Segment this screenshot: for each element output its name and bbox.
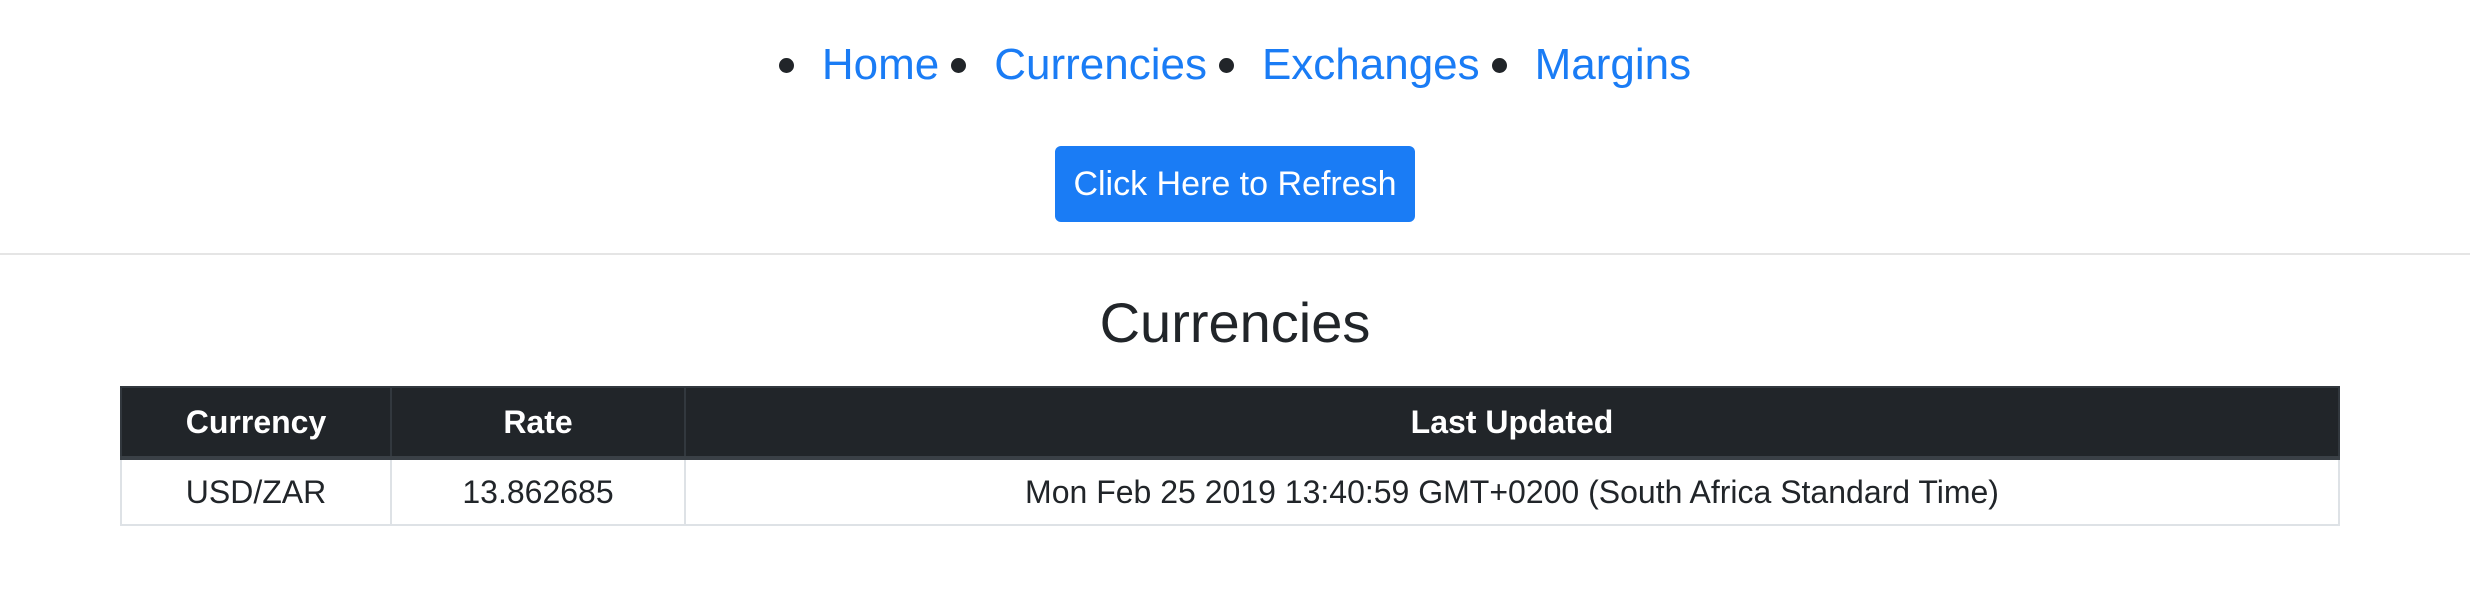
bullet-icon <box>1491 57 1507 73</box>
cell-currency: USD/ZAR <box>120 457 392 526</box>
table-row: USD/ZAR 13.862685 Mon Feb 25 2019 13:40:… <box>120 457 2340 526</box>
nav-link-home[interactable]: Home <box>821 40 940 89</box>
bullet-icon <box>1218 57 1234 73</box>
divider <box>0 253 2470 255</box>
cell-last-updated: Mon Feb 25 2019 13:40:59 GMT+0200 (South… <box>684 457 2340 526</box>
nav-item-home: Home <box>778 28 940 102</box>
nav-item-exchanges: Exchanges <box>1207 28 1480 102</box>
page-title: Currencies <box>1099 291 1371 354</box>
table-header: Currency Rate Last Updated <box>120 386 2340 460</box>
header-last-updated: Last Updated <box>684 386 2340 460</box>
main-nav: Home Currencies Exchanges Margins <box>0 28 2470 102</box>
table-header-row: Currency Rate Last Updated <box>120 386 2340 460</box>
nav-item-margins: Margins <box>1480 28 1692 102</box>
bullet-icon <box>951 57 967 73</box>
nav-link-currencies[interactable]: Currencies <box>994 40 1207 89</box>
refresh-button[interactable]: Click Here to Refresh <box>1055 146 1415 222</box>
header-rate: Rate <box>390 386 686 460</box>
nav-link-margins[interactable]: Margins <box>1534 40 1692 89</box>
refresh-container: Click Here to Refresh <box>0 146 2470 222</box>
nav-link-exchanges[interactable]: Exchanges <box>1261 40 1480 89</box>
cell-rate: 13.862685 <box>390 457 686 526</box>
bullet-icon <box>778 57 794 73</box>
currencies-table: Currency Rate Last Updated USD/ZAR 13.86… <box>120 386 2340 526</box>
header-currency: Currency <box>120 386 392 460</box>
nav-item-currencies: Currencies <box>939 28 1207 102</box>
table-body: USD/ZAR 13.862685 Mon Feb 25 2019 13:40:… <box>120 457 2340 526</box>
